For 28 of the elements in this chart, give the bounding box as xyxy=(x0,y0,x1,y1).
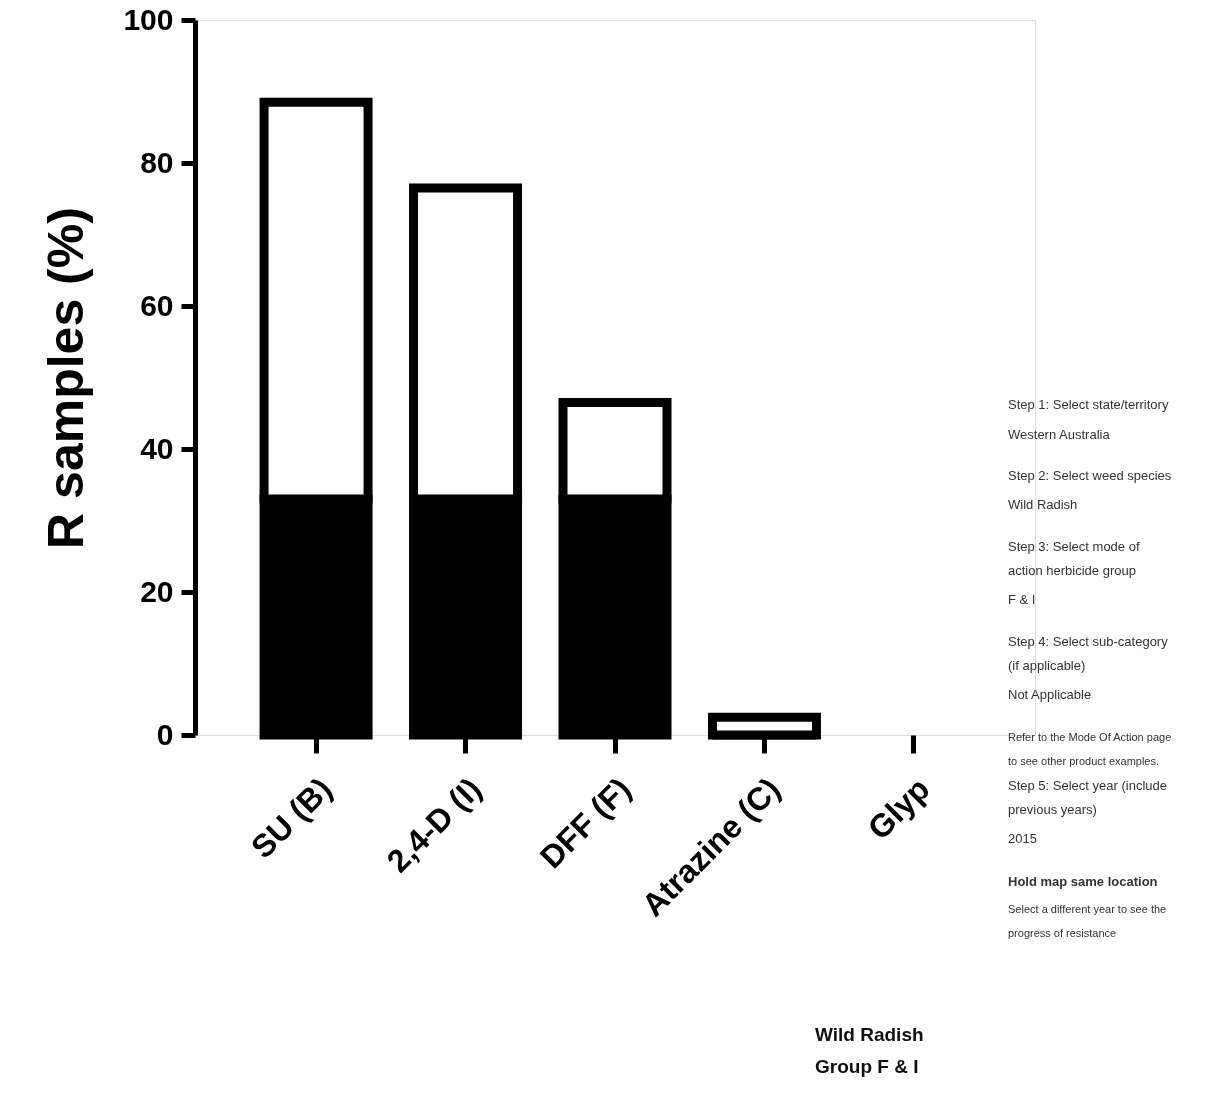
annotation: Step 3: Select mode of xyxy=(1008,539,1140,554)
text: progress of resistance xyxy=(1008,927,1117,939)
text: Hold map same location xyxy=(1008,874,1158,889)
y-tick-label: 20 xyxy=(140,574,174,608)
text: 2015 xyxy=(1008,831,1037,846)
annotation: F & I xyxy=(1008,592,1036,607)
y-tick-label: 60 xyxy=(140,288,174,322)
text: Group F & I xyxy=(815,1056,919,1077)
annotation: Not Applicable xyxy=(1008,687,1092,702)
annotation: Refer to the Mode Of Action page xyxy=(1008,731,1172,743)
y-tick-label: 0 xyxy=(156,717,174,751)
y-tick-label: 80 xyxy=(140,145,174,179)
text: to see other product examples. xyxy=(1008,755,1160,767)
text: Wild Radish xyxy=(815,1024,924,1045)
y-tick-label: 40 xyxy=(140,431,174,465)
annotation: Wild Radish xyxy=(1008,497,1078,512)
x-tick-label: SU (B) xyxy=(244,770,339,866)
annotation: Step 2: Select weed species xyxy=(1008,468,1172,483)
annotation: (if applicable) xyxy=(1008,658,1086,673)
annotation: action herbicide group xyxy=(1008,563,1136,578)
text: previous years) xyxy=(1008,802,1097,817)
annotation: Western Australia xyxy=(1008,427,1111,442)
text: Select a different year to see the xyxy=(1008,903,1167,915)
annotation: Step 4: Select sub-category xyxy=(1008,634,1169,649)
y-axis-title: R samples (%) xyxy=(38,207,95,549)
y-tick-label: 100 xyxy=(123,2,174,36)
text: Step 5: Select year (include xyxy=(1008,778,1167,793)
annotation: Step 1: Select state/territory xyxy=(1008,397,1169,412)
